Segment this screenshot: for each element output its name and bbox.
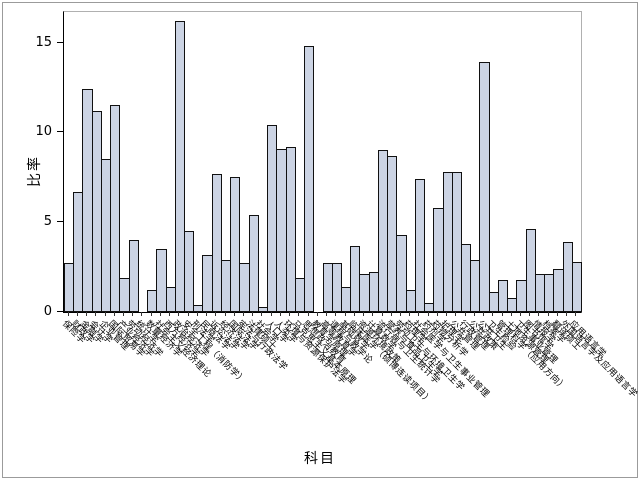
bar [415, 179, 425, 312]
x-tick [446, 312, 447, 316]
x-tick [308, 312, 309, 316]
x-tick [298, 312, 299, 316]
y-tick [57, 221, 63, 222]
bar [286, 147, 296, 312]
plot-area [63, 11, 582, 313]
x-tick [354, 312, 355, 316]
x-tick [382, 312, 383, 316]
bar [498, 280, 508, 312]
x-tick [225, 312, 226, 316]
y-tick [57, 311, 63, 312]
x-tick [68, 312, 69, 316]
x-tick [234, 312, 235, 316]
bar [304, 46, 314, 312]
x-tick [215, 312, 216, 316]
x-tick [114, 312, 115, 316]
x-tick [317, 312, 318, 316]
x-tick [400, 312, 401, 316]
x-tick [474, 312, 475, 316]
bar [396, 235, 407, 312]
x-tick [261, 312, 262, 316]
x-tick [492, 312, 493, 316]
x-tick [86, 312, 87, 316]
x-tick [557, 312, 558, 316]
x-tick [335, 312, 336, 316]
x-tick [418, 312, 419, 316]
x-tick [437, 312, 438, 316]
x-tick [372, 312, 373, 316]
x-tick [455, 312, 456, 316]
x-tick [345, 312, 346, 316]
x-tick [141, 312, 142, 316]
x-tick [132, 312, 133, 316]
bar [452, 172, 462, 312]
x-tick [289, 312, 290, 316]
x-tick [95, 312, 96, 316]
bar [526, 229, 536, 312]
y-tick-label: 10 [35, 124, 52, 139]
x-tick [151, 312, 152, 316]
x-axis-title: 科目 [304, 451, 336, 467]
x-tick [566, 312, 567, 316]
x-tick [77, 312, 78, 316]
x-tick [280, 312, 281, 316]
x-tick [575, 312, 576, 316]
x-tick [428, 312, 429, 316]
x-tick [188, 312, 189, 316]
x-tick [529, 312, 530, 316]
x-tick [363, 312, 364, 316]
x-tick [326, 312, 327, 316]
x-tick [123, 312, 124, 316]
y-tick [57, 42, 63, 43]
bar [387, 156, 397, 312]
y-tick-label: 0 [43, 304, 52, 319]
y-tick-label: 15 [35, 35, 52, 50]
x-tick [465, 312, 466, 316]
bar [249, 215, 259, 312]
x-tick [409, 312, 410, 316]
bar [175, 21, 185, 312]
bar [212, 174, 222, 312]
bar [184, 231, 194, 312]
y-tick [57, 131, 63, 132]
bar [129, 240, 139, 312]
x-tick [105, 312, 106, 316]
x-tick [548, 312, 549, 316]
x-tick [511, 312, 512, 316]
x-tick [271, 312, 272, 316]
y-axis-title: 比率 [27, 155, 43, 187]
x-tick [483, 312, 484, 316]
bar [572, 262, 582, 312]
x-tick [160, 312, 161, 316]
x-tick [197, 312, 198, 316]
x-tick [206, 312, 207, 316]
x-tick [252, 312, 253, 316]
bar [230, 177, 240, 312]
x-tick [538, 312, 539, 316]
x-tick [520, 312, 521, 316]
bar [110, 105, 120, 312]
x-tick [502, 312, 503, 316]
bar [156, 249, 167, 312]
x-tick [391, 312, 392, 316]
x-tick [243, 312, 244, 316]
bar [479, 62, 490, 312]
x-tick [178, 312, 179, 316]
y-tick-label: 5 [43, 214, 52, 229]
x-tick [169, 312, 170, 316]
